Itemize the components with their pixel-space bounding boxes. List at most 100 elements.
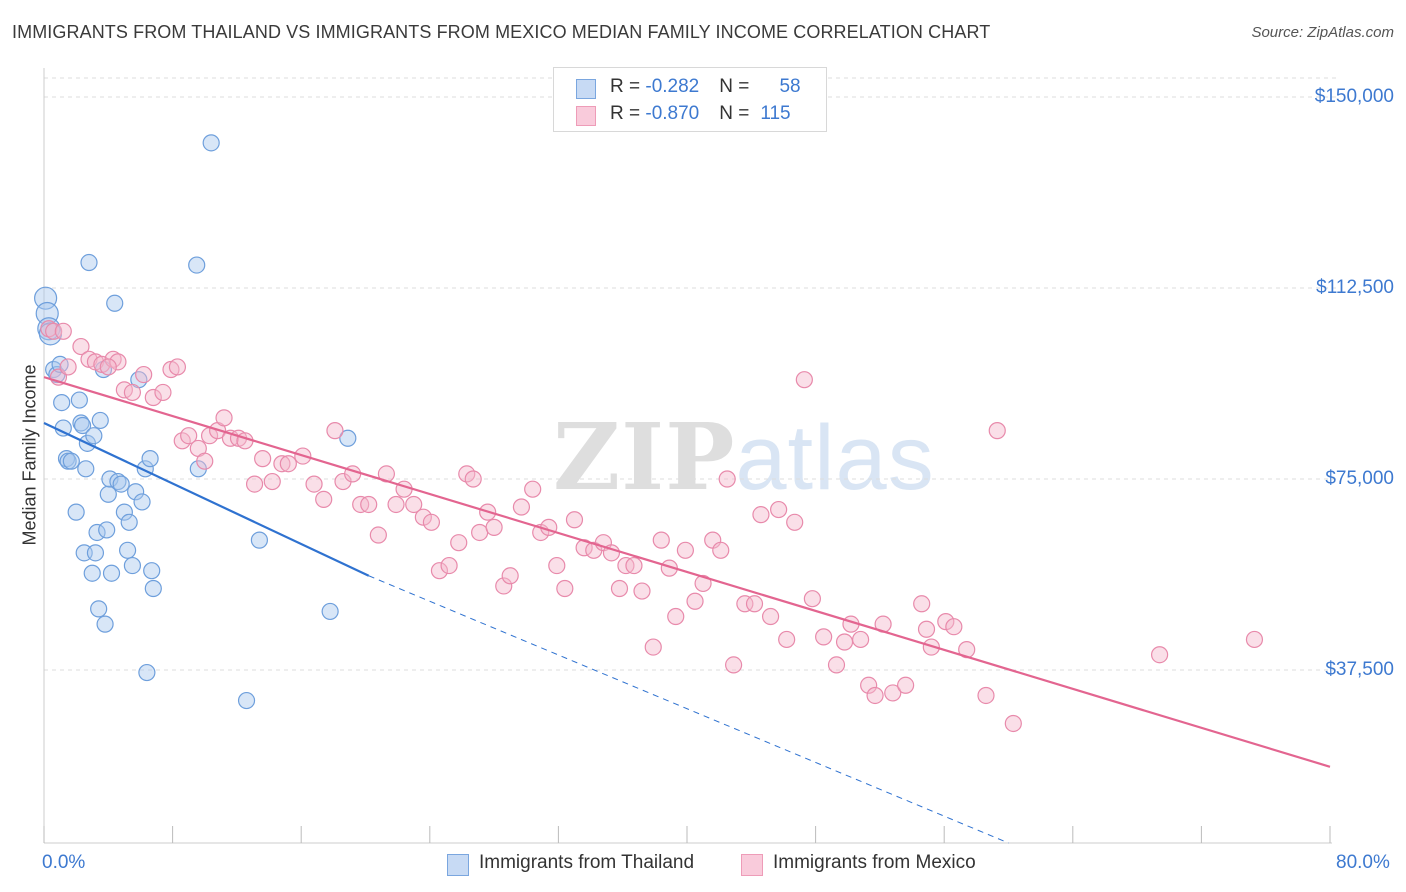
mexico-point [196, 452, 214, 470]
mexico-point [977, 686, 995, 705]
legend-n-label: N = [719, 103, 755, 124]
thailand-trend-extension [368, 575, 1009, 844]
legend-r-label: R = [610, 76, 646, 97]
trend-lines-dashed [368, 575, 1009, 844]
mexico-point [273, 455, 291, 473]
y-tick-label: $75,000 [1325, 468, 1394, 489]
thailand-swatch [447, 854, 469, 876]
watermark-zip: ZIP [553, 403, 736, 511]
thailand-point [133, 493, 151, 511]
y-axis-label: Median Family Income [19, 364, 40, 546]
y-tick-label: $37,500 [1325, 659, 1394, 680]
thailand-point [86, 544, 105, 562]
grid-lines [44, 77, 1340, 671]
legend-n-value: 115 [760, 103, 791, 124]
mexico-point [405, 495, 423, 514]
thailand-point [62, 452, 80, 470]
bottom-legend-label: Immigrants from Thailand [479, 852, 695, 873]
mexico-point [180, 427, 198, 445]
mexico-point [852, 630, 870, 649]
thailand-point [143, 562, 161, 580]
x-tick-label-min: 0.0% [42, 852, 86, 873]
mexico-point [326, 422, 344, 440]
mexico-point [860, 676, 878, 694]
legend-r-value: -0.282 [645, 76, 700, 97]
thailand-point [237, 691, 256, 710]
mexico-point [123, 383, 142, 402]
mexico-point [913, 595, 931, 613]
thailand-point [77, 460, 95, 478]
mexico-point [99, 358, 117, 376]
mexico-point [154, 383, 172, 402]
thailand-point [112, 475, 130, 493]
mexico-point [988, 422, 1006, 440]
mexico-point [369, 526, 387, 544]
thailand-point [98, 521, 116, 539]
mexico-point [625, 556, 643, 575]
thailand-point [83, 564, 101, 582]
mexico-point [54, 322, 72, 340]
thailand-point [188, 256, 206, 274]
thailand-point [321, 602, 339, 621]
mexico-point [795, 371, 813, 389]
mexico-point [827, 656, 846, 674]
mexico-point [72, 337, 90, 356]
mexico-point [109, 353, 127, 371]
bottom-legend-label: Immigrants from Mexico [773, 852, 976, 873]
thailand-point [73, 416, 92, 435]
mexico-point [712, 541, 730, 559]
mexico-point [430, 562, 449, 580]
mexico-point [752, 506, 770, 524]
mexico-point [305, 475, 323, 493]
thailand-point [202, 134, 220, 152]
correlation-legend: R = -0.282 N = 58 R = -0.870 N = 115 [553, 67, 827, 132]
y-tick-label: $150,000 [1314, 86, 1394, 107]
mexico-point [40, 320, 58, 338]
mexico-point [485, 518, 503, 536]
mexico-point [786, 513, 804, 531]
mexico-swatch [741, 854, 763, 876]
mexico-point [548, 556, 566, 575]
mexico-point [45, 322, 63, 340]
x-tick-label-max: 80.0% [1336, 852, 1390, 873]
mexico-point [866, 686, 884, 705]
mexico-point [464, 470, 482, 488]
mexico-point [770, 500, 788, 519]
mexico-point [610, 579, 629, 598]
mexico-point [512, 498, 531, 516]
mexico-point [59, 358, 77, 376]
mexico-point [897, 676, 915, 694]
mexico-point [168, 358, 187, 376]
thailand-trend-line [43, 421, 370, 577]
mexico-point [745, 595, 764, 613]
thailand-point [53, 394, 71, 412]
thailand-point [90, 600, 108, 618]
mexico-point [215, 409, 233, 427]
mexico-point [686, 592, 704, 610]
thailand-point [106, 294, 124, 312]
mexico-point [633, 582, 651, 600]
thailand-point [72, 414, 90, 432]
mexico-point [803, 590, 821, 608]
mexico-point [263, 472, 281, 491]
mexico-point [725, 656, 743, 674]
mexico-point [644, 638, 662, 656]
mexico-point [315, 490, 333, 508]
thailand-point [102, 564, 121, 582]
thailand-point [118, 541, 137, 559]
mexico-point [917, 620, 936, 638]
watermark-atlas: atlas [735, 407, 935, 509]
thailand-point [127, 483, 145, 501]
thailand-point [250, 531, 269, 549]
mexico-point [676, 541, 694, 559]
mexico-point [1245, 630, 1264, 649]
mexico-point [884, 684, 902, 702]
thailand-point [339, 429, 357, 447]
thailand-point [67, 503, 85, 521]
thailand-point [96, 615, 114, 633]
thailand-point [138, 663, 156, 682]
thailand-point [80, 253, 98, 272]
mexico-point [387, 495, 405, 514]
mexico-point [471, 523, 489, 542]
